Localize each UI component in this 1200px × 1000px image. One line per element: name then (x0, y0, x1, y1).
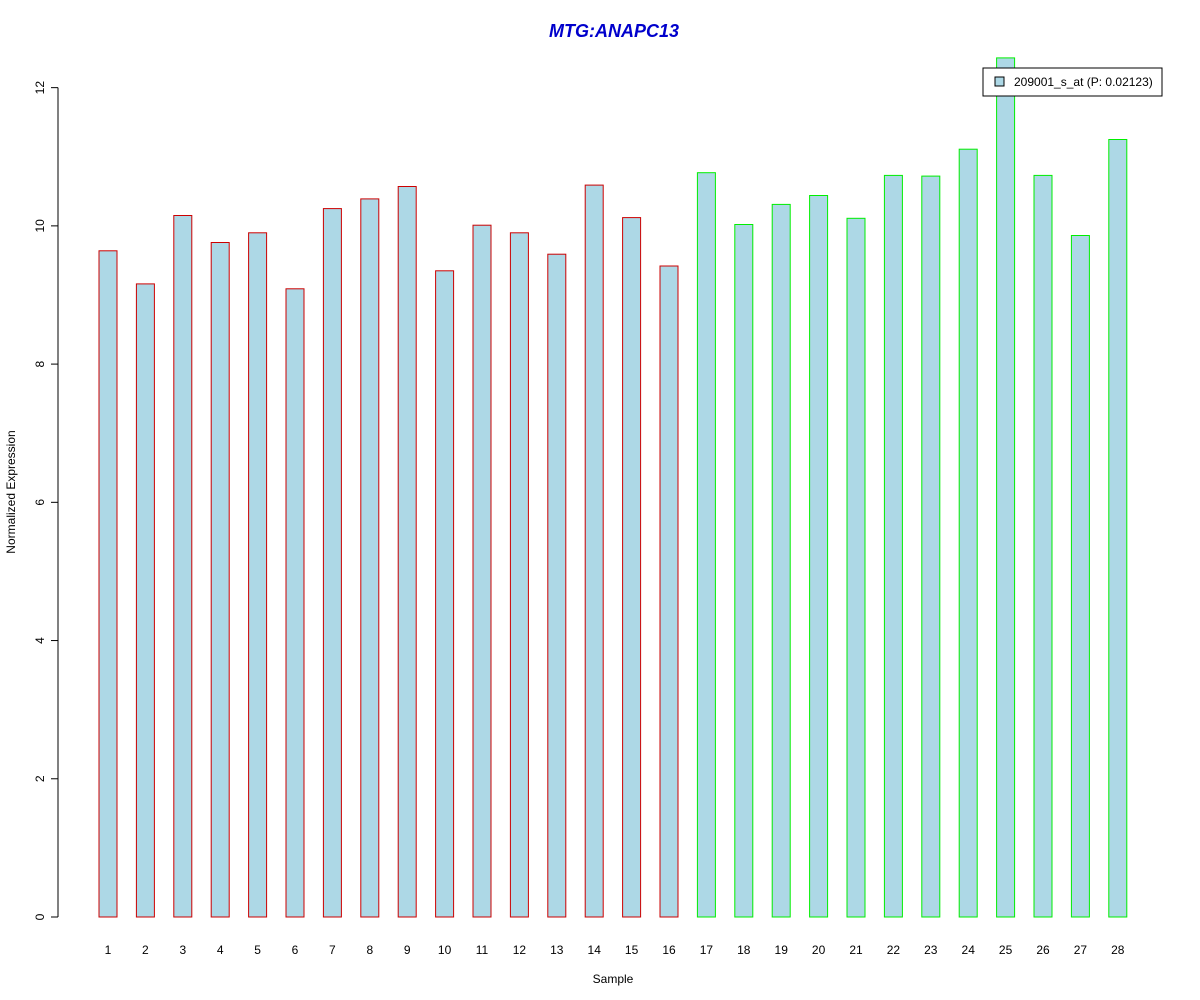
x-tick-label: 17 (700, 943, 714, 957)
x-tick-label: 13 (550, 943, 564, 957)
x-tick-label: 23 (924, 943, 938, 957)
legend: 209001_s_at (P: 0.02123) (982, 67, 1163, 97)
bar (210, 242, 230, 918)
y-tick-label: 12 (33, 81, 47, 95)
bar (1070, 235, 1090, 918)
bar (248, 232, 268, 918)
y-axis: 0 2 4 6 8 10 12 (33, 81, 59, 920)
x-tick-label: 1 (105, 943, 112, 957)
x-tick-label: 22 (887, 943, 901, 957)
legend-swatch (994, 76, 1005, 87)
bar (360, 198, 380, 918)
x-tick-label: 8 (366, 943, 373, 957)
y-tick-label: 10 (33, 219, 47, 233)
x-tick-label: 6 (292, 943, 299, 957)
x-tick-label: 18 (737, 943, 751, 957)
y-tick-label: 0 (33, 913, 47, 920)
bar (734, 224, 754, 918)
legend-label: 209001_s_at (P: 0.02123) (1014, 75, 1153, 89)
bar (472, 224, 492, 918)
bar (135, 283, 155, 918)
bars (98, 57, 1128, 918)
x-tick-label: 24 (962, 943, 976, 957)
bar (322, 208, 342, 918)
bar (771, 203, 791, 918)
x-tick-label: 16 (662, 943, 676, 957)
bar (173, 215, 193, 918)
x-tick-label: 26 (1036, 943, 1050, 957)
x-tick-label: 27 (1074, 943, 1088, 957)
bar (846, 217, 866, 918)
bar (1033, 174, 1053, 918)
bar (509, 232, 529, 918)
y-tick-label: 8 (33, 360, 47, 367)
x-tick-label: 25 (999, 943, 1013, 957)
bar (696, 172, 716, 918)
bar (958, 148, 978, 918)
x-tick-label: 7 (329, 943, 336, 957)
bar (996, 57, 1016, 918)
x-tick-label: 3 (179, 943, 186, 957)
x-tick-label: 10 (438, 943, 452, 957)
x-tick-label: 15 (625, 943, 639, 957)
x-tick-label: 19 (775, 943, 789, 957)
bar (622, 217, 642, 918)
bar (285, 288, 305, 918)
x-tick-label: 14 (588, 943, 602, 957)
y-tick-label: 4 (33, 637, 47, 644)
x-tick-label: 21 (849, 943, 863, 957)
y-tick-label: 6 (33, 499, 47, 506)
x-tick-label: 28 (1111, 943, 1125, 957)
bar (1108, 139, 1128, 918)
y-tick-label: 2 (33, 775, 47, 782)
x-tick-label: 12 (513, 943, 527, 957)
y-axis-label: Normalized Expression (4, 430, 18, 553)
x-tick-label: 4 (217, 943, 224, 957)
bar (809, 195, 829, 918)
x-tick-labels: 1 2 3 4 5 6 7 8 9 10 11 12 13 14 15 16 17 18 19 20 21 22 23 24 2… (105, 943, 1125, 957)
legend-box (982, 67, 1163, 97)
x-tick-label: 11 (476, 943, 489, 957)
bar (659, 265, 679, 918)
x-axis-label: Sample (593, 972, 634, 986)
x-tick-label: 9 (404, 943, 411, 957)
bar (883, 174, 903, 918)
bar (435, 270, 455, 918)
bar (397, 186, 417, 918)
bar (921, 175, 941, 918)
chart-title: MTG:ANAPC13 (549, 21, 679, 41)
x-tick-label: 5 (254, 943, 261, 957)
bar (584, 184, 604, 918)
x-tick-label: 20 (812, 943, 826, 957)
bar (98, 250, 118, 918)
x-tick-label: 2 (142, 943, 149, 957)
bar (547, 253, 567, 918)
